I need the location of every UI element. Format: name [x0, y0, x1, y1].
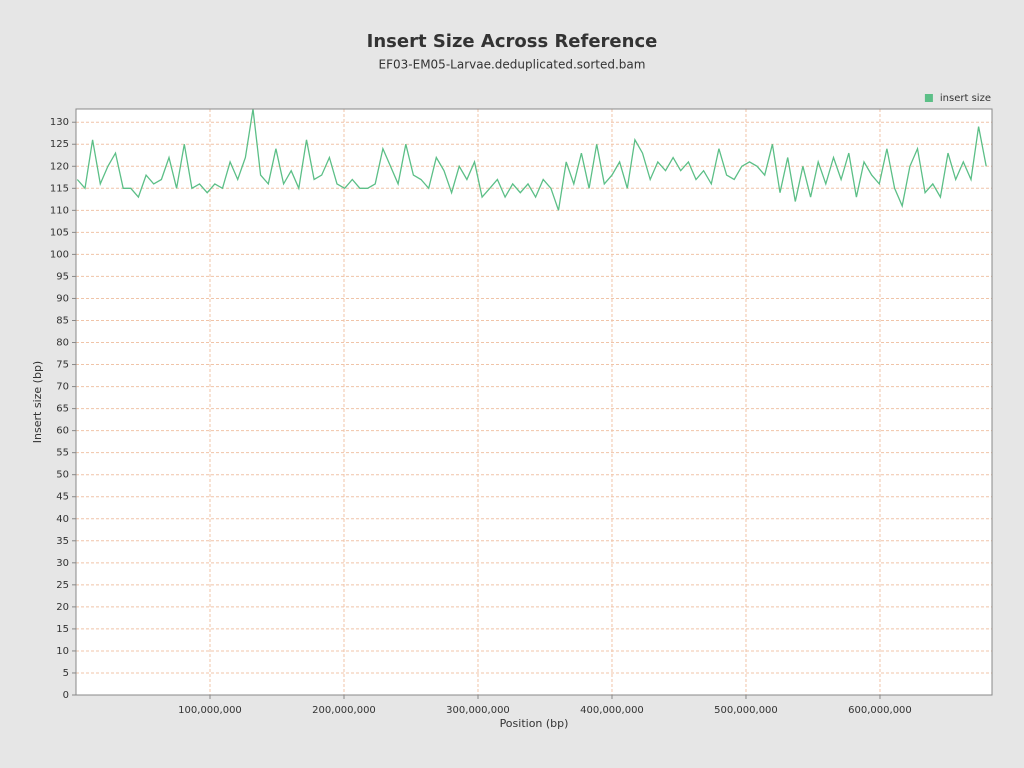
- y-tick-label: 50: [56, 470, 69, 481]
- y-tick-label: 60: [56, 426, 69, 437]
- y-axis-label: Insert size (bp): [31, 361, 44, 443]
- plot-border: [75, 108, 993, 696]
- y-tick-label: 15: [56, 624, 69, 635]
- y-tick-label: 115: [50, 183, 69, 194]
- y-tick-label: 130: [50, 117, 69, 128]
- y-tick-label: 80: [56, 338, 69, 349]
- y-tick-label: 100: [50, 249, 69, 260]
- x-tick-label: 300,000,000: [446, 705, 510, 716]
- x-tick-label: 500,000,000: [714, 705, 778, 716]
- y-tick-label: 10: [56, 646, 69, 657]
- y-tick-label: 105: [50, 227, 69, 238]
- y-tick-label: 25: [56, 580, 69, 591]
- y-tick-label: 40: [56, 514, 69, 525]
- y-tick-label: 90: [56, 293, 69, 304]
- y-tick-label: 85: [56, 315, 69, 326]
- y-tick-label: 5: [63, 668, 69, 679]
- y-tick-label: 55: [56, 448, 69, 459]
- y-tick-label: 35: [56, 536, 69, 547]
- data-line: [76, 108, 987, 211]
- y-tick-label: 120: [50, 161, 69, 172]
- x-tick-label: 600,000,000: [848, 705, 912, 716]
- y-tick-label: 75: [56, 360, 69, 371]
- y-tick-label: 70: [56, 382, 69, 393]
- x-axis-label: Position (bp): [500, 717, 569, 730]
- chart-subtitle: EF03-EM05-Larvae.deduplicated.sorted.bam: [379, 58, 646, 72]
- y-tick-label: 65: [56, 404, 69, 415]
- legend-label: insert size: [940, 93, 991, 104]
- y-tick-label: 110: [50, 205, 69, 216]
- y-tick-label: 125: [50, 139, 69, 150]
- y-tick-label: 45: [56, 492, 69, 503]
- x-tick-label: 200,000,000: [312, 705, 376, 716]
- y-tick-label: 0: [63, 690, 69, 701]
- plot-area: [75, 108, 993, 696]
- y-tick-label: 20: [56, 602, 69, 613]
- y-tick-label: 95: [56, 271, 69, 282]
- chart-title: Insert Size Across Reference: [367, 31, 658, 52]
- y-tick-label: 30: [56, 558, 69, 569]
- x-tick-label: 400,000,000: [580, 705, 644, 716]
- legend-swatch: [924, 94, 933, 102]
- x-tick-label: 100,000,000: [178, 705, 242, 716]
